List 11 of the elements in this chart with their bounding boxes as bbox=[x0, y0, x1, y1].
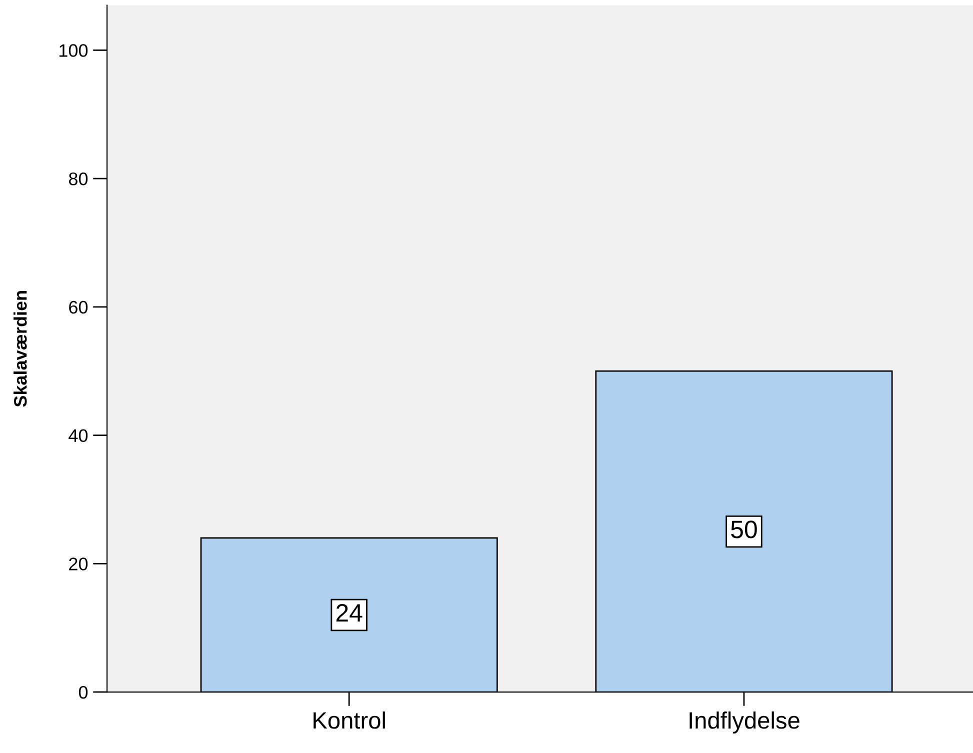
y-tick-label: 80 bbox=[68, 172, 88, 186]
y-tick-label: 20 bbox=[69, 558, 88, 570]
x-tick-label: Kontrol bbox=[314, 711, 385, 729]
x-tick-label: Indflydelse bbox=[690, 711, 800, 734]
y-tick-label: 100 bbox=[60, 44, 88, 57]
y-tick-label: 0 bbox=[78, 686, 88, 699]
data-label: 50 bbox=[731, 520, 757, 538]
y-tick-label: 60 bbox=[69, 300, 88, 314]
y-tick-label: 40 bbox=[68, 429, 88, 442]
y-axis-title: Skalaværdien bbox=[14, 291, 27, 407]
data-label: 24 bbox=[336, 604, 362, 622]
